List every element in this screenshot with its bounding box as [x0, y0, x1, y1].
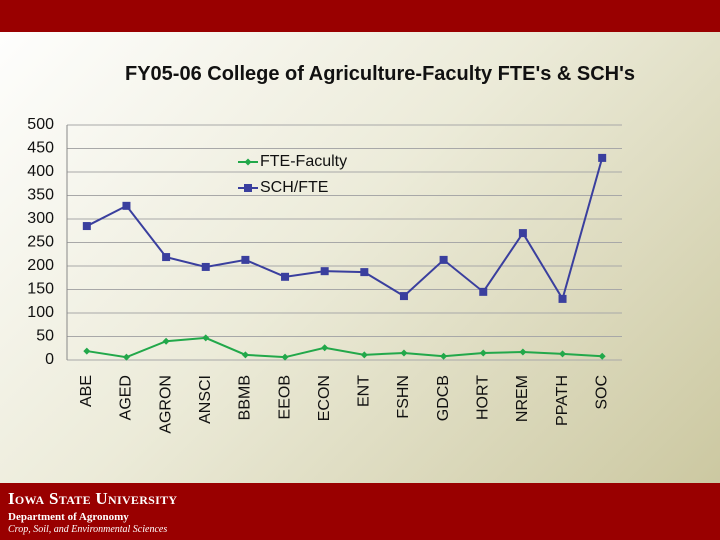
- x-tick-label: PPATH: [554, 375, 571, 426]
- marker: [201, 262, 210, 271]
- marker: [281, 272, 290, 281]
- marker: [321, 344, 329, 352]
- x-tick-label: ANSCI: [197, 375, 214, 424]
- marker: [598, 352, 606, 360]
- x-tick-label: GDCB: [435, 375, 452, 421]
- x-tick-label: FSHN: [395, 375, 412, 419]
- marker: [559, 350, 567, 358]
- department: Department of Agronomy: [8, 511, 129, 523]
- marker: [202, 334, 210, 342]
- y-tick-label: 250: [27, 234, 54, 251]
- marker: [518, 229, 527, 238]
- y-tick-label: 100: [27, 304, 54, 321]
- y-tick-label: 150: [27, 281, 54, 298]
- marker: [360, 268, 369, 277]
- x-tick-label: AGED: [118, 375, 135, 420]
- marker: [241, 351, 249, 359]
- marker: [162, 337, 170, 345]
- chart-title: FY05-06 College of Agriculture-Faculty F…: [125, 63, 635, 85]
- y-tick-label: 400: [27, 163, 54, 180]
- footer: Iowa State University Department of Agro…: [0, 483, 720, 540]
- y-tick-label: 450: [27, 140, 54, 157]
- marker: [241, 255, 250, 264]
- marker: [399, 292, 408, 301]
- marker: [244, 184, 252, 192]
- marker: [558, 294, 567, 303]
- y-tick-label: 500: [27, 116, 54, 133]
- x-tick-label: BBMB: [237, 375, 254, 420]
- marker: [320, 267, 329, 276]
- marker: [400, 349, 408, 357]
- x-tick-label: ABE: [78, 375, 95, 407]
- marker: [82, 222, 91, 231]
- marker: [440, 352, 448, 360]
- y-tick-label: 300: [27, 210, 54, 227]
- x-tick-label: NREM: [514, 375, 531, 422]
- marker: [122, 353, 130, 361]
- x-tick-label: ECON: [316, 375, 333, 421]
- x-tick-label: AGRON: [157, 375, 174, 434]
- legend-label: FTE-Faculty: [260, 153, 347, 170]
- series-line: [86, 157, 604, 302]
- marker: [360, 351, 368, 359]
- marker: [244, 158, 252, 166]
- marker: [439, 255, 448, 264]
- y-tick-label: 0: [45, 351, 54, 368]
- marker: [162, 253, 171, 262]
- footer-subtitle: Crop, Soil, and Environmental Sciences: [8, 524, 168, 535]
- y-tick-label: 50: [36, 328, 54, 345]
- x-tick-label: EEOB: [276, 375, 293, 419]
- marker: [479, 287, 488, 296]
- marker: [83, 347, 91, 355]
- series-line: [86, 336, 603, 359]
- marker: [479, 349, 487, 357]
- y-tick-label: 350: [27, 187, 54, 204]
- marker: [598, 153, 607, 162]
- legend-label: SCH/FTE: [260, 179, 328, 196]
- x-tick-label: SOC: [593, 375, 610, 410]
- marker: [519, 348, 527, 356]
- y-tick-label: 200: [27, 257, 54, 274]
- top-bar: [0, 0, 720, 32]
- x-tick-label: ENT: [356, 375, 373, 407]
- x-tick-label: HORT: [474, 375, 491, 420]
- marker: [281, 353, 289, 361]
- marker: [122, 201, 131, 210]
- university: Iowa State University: [8, 489, 178, 508]
